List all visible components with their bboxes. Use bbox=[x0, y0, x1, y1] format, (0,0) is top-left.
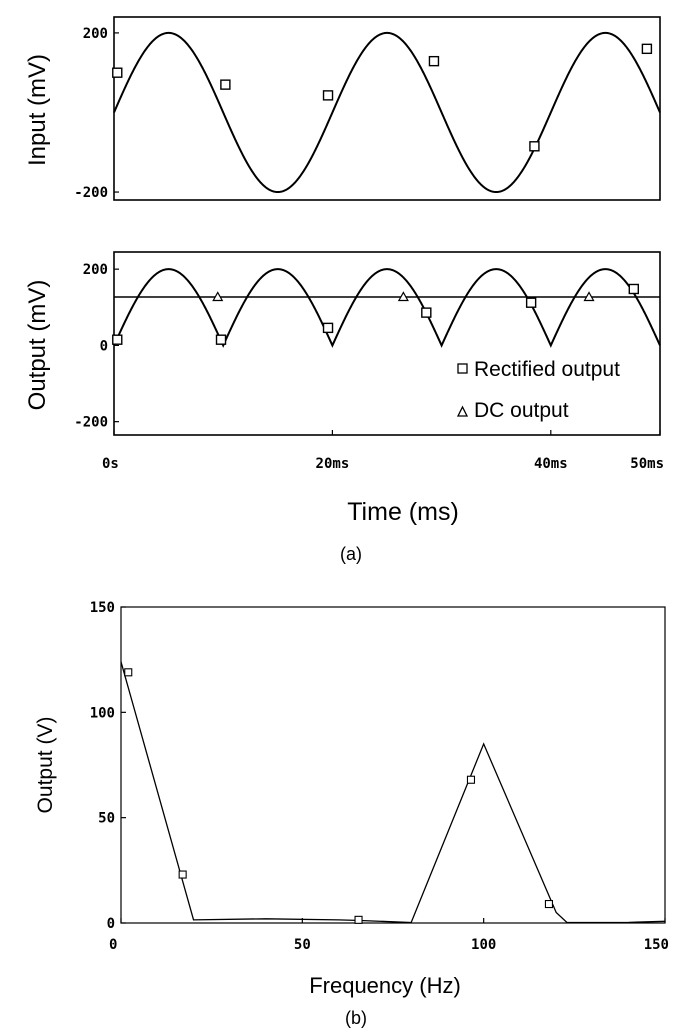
rectified-line bbox=[113, 268, 661, 348]
spectrum-ylabel: Output (V) bbox=[34, 717, 57, 814]
input-marker bbox=[641, 43, 653, 55]
input-plot-frame bbox=[113, 16, 661, 201]
input-marker bbox=[220, 79, 231, 90]
spectrum-line bbox=[120, 661, 666, 924]
spectrum-marker bbox=[544, 899, 553, 909]
y-tick-label: 0 bbox=[100, 338, 108, 354]
input-ylabel: Input (mV) bbox=[24, 54, 51, 166]
rectified-marker bbox=[112, 334, 123, 345]
legend-marker-rectified bbox=[457, 363, 468, 374]
output-ylabel: Output (mV) bbox=[24, 280, 51, 411]
rectified-marker bbox=[421, 307, 432, 318]
rectified-marker bbox=[525, 297, 537, 308]
x-tick-label: 100 bbox=[471, 937, 496, 953]
x-tick-label: 0s bbox=[102, 456, 119, 472]
y-tick-label: -200 bbox=[74, 185, 108, 201]
spectrum-plot-frame bbox=[120, 606, 666, 924]
y-tick-label: 200 bbox=[83, 262, 108, 278]
input-line bbox=[113, 31, 661, 194]
rectified-marker bbox=[628, 283, 639, 295]
legend-label-rectified: Rectified output bbox=[474, 358, 620, 381]
input-marker bbox=[112, 67, 123, 78]
input-marker bbox=[529, 141, 540, 152]
input-marker bbox=[428, 55, 440, 67]
dc-marker bbox=[583, 291, 595, 302]
y-tick-label: 0 bbox=[107, 916, 115, 932]
y-tick-label: 200 bbox=[83, 26, 108, 42]
dc-marker bbox=[397, 291, 409, 302]
output-xlabel: Time (ms) bbox=[347, 498, 459, 526]
rectified-marker bbox=[215, 334, 227, 345]
spectrum-marker bbox=[178, 870, 187, 879]
x-tick-label: 50 bbox=[294, 937, 311, 953]
x-tick-label: 0 bbox=[109, 937, 117, 953]
y-tick-label: 150 bbox=[90, 600, 115, 616]
y-tick-label: -200 bbox=[74, 415, 108, 431]
spectrum-plot: Output (V) Frequency (Hz) (b) 0 50 100 150 0… bbox=[34, 600, 669, 1028]
output-plot: Output (mV) Time (ms) Rectified output D… bbox=[24, 251, 664, 564]
spectrum-xlabel: Frequency (Hz) bbox=[309, 973, 461, 998]
y-tick-label: 100 bbox=[90, 705, 115, 721]
legend-label-dc: DC output bbox=[474, 399, 569, 422]
legend: Rectified output DC output bbox=[456, 358, 620, 422]
caption-a: (a) bbox=[340, 544, 362, 564]
output-plot-frame bbox=[113, 251, 661, 436]
spectrum-marker bbox=[354, 915, 363, 924]
dc-marker bbox=[212, 291, 224, 302]
input-plot: Input (mV) 200 -200 bbox=[24, 16, 661, 201]
y-tick-label: 50 bbox=[98, 811, 115, 827]
spectrum-marker bbox=[466, 775, 476, 784]
x-tick-label: 40ms bbox=[534, 456, 568, 472]
caption-b: (b) bbox=[345, 1008, 367, 1028]
rectified-marker bbox=[322, 322, 334, 334]
x-tick-label: 150 bbox=[644, 937, 669, 953]
legend-marker-dc bbox=[456, 405, 469, 417]
x-tick-label: 20ms bbox=[316, 456, 350, 472]
x-tick-label: 50ms bbox=[630, 456, 664, 472]
spectrum-marker bbox=[124, 668, 133, 677]
input-marker bbox=[322, 90, 334, 101]
